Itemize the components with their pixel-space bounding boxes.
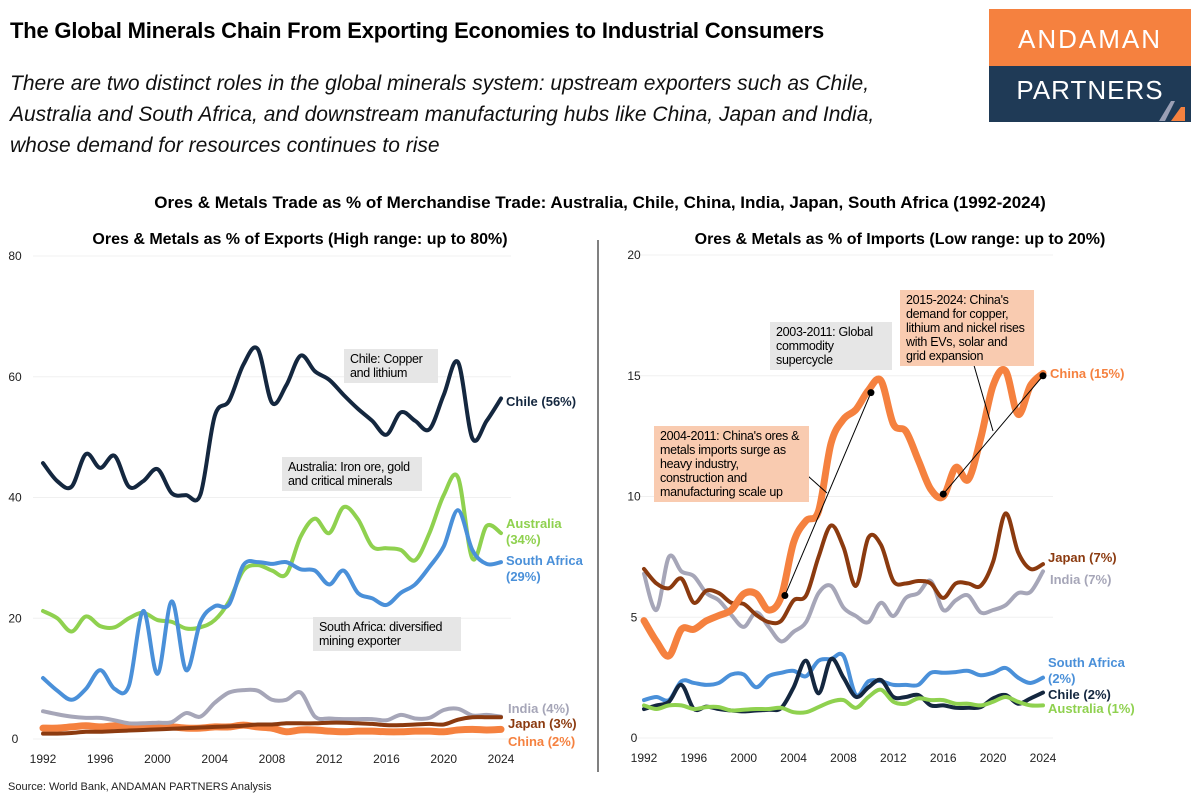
series-label-japan: Japan (7%) xyxy=(1048,550,1117,565)
x-tick-label: 2004 xyxy=(201,752,228,766)
y-tick-label: 10 xyxy=(627,490,641,504)
x-tick-label: 2000 xyxy=(730,751,757,765)
trend-line xyxy=(784,392,872,596)
series-label-chile: Chile (56%) xyxy=(506,394,576,409)
x-tick-label: 2024 xyxy=(488,752,515,766)
y-tick-label: 20 xyxy=(8,611,22,625)
x-tick-label: 2004 xyxy=(780,751,807,765)
series-label-south-africa: (29%) xyxy=(506,569,541,584)
y-tick-label: 20 xyxy=(627,248,641,262)
annotation-china-surge: 2004-2011: China's ores & metals imports… xyxy=(654,426,809,502)
sail-icon xyxy=(1159,101,1185,121)
exports-chart-title: Ores & Metals as % of Exports (High rang… xyxy=(92,231,508,248)
trend-line xyxy=(942,375,1044,495)
andaman-partners-logo: ANDAMAN PARTNERS xyxy=(989,9,1191,122)
annotation-leader-line xyxy=(970,354,994,432)
series-label-australia: Australia (1%) xyxy=(1048,701,1135,716)
x-tick-label: 1996 xyxy=(87,752,114,766)
y-tick-label: 40 xyxy=(8,491,22,505)
x-tick-label: 1992 xyxy=(30,752,57,766)
trend-marker-dot xyxy=(867,389,875,397)
series-line-south-africa xyxy=(41,508,503,702)
x-tick-label: 2016 xyxy=(930,751,957,765)
series-line-australia xyxy=(642,687,1045,715)
x-tick-label: 2016 xyxy=(373,752,400,766)
x-tick-label: 2008 xyxy=(259,752,286,766)
series-label-china: China (15%) xyxy=(1050,366,1124,381)
trend-marker-dot xyxy=(1039,372,1047,380)
series-line-australia xyxy=(41,472,503,634)
series-line-south-africa xyxy=(642,651,1045,703)
series-line-japan xyxy=(642,511,1045,626)
trend-marker-dot xyxy=(939,490,947,498)
series-line-chile xyxy=(41,345,503,503)
series-label-australia: Australia xyxy=(506,516,562,531)
series-label-australia: (34%) xyxy=(506,532,541,547)
y-tick-label: 5 xyxy=(631,610,638,624)
series-label-south-africa: South Africa xyxy=(506,553,584,568)
x-tick-label: 2020 xyxy=(430,752,457,766)
annotation-chile: Chile: Copper and lithium xyxy=(344,349,438,383)
series-line-india xyxy=(41,687,503,726)
annotation-australia: Australia: Iron ore, gold and critical m… xyxy=(282,457,422,491)
page-subtitle: There are two distinct roles in the glob… xyxy=(10,72,875,157)
annotation-china-demand: 2015-2024: China's demand for copper, li… xyxy=(900,290,1034,366)
annotation-south-africa: South Africa: diversified mining exporte… xyxy=(313,617,461,651)
series-label-south-africa: South Africa xyxy=(1048,655,1126,670)
x-tick-label: 2012 xyxy=(880,751,907,765)
x-tick-label: 1996 xyxy=(681,751,708,765)
y-tick-label: 0 xyxy=(12,732,19,746)
series-line-china xyxy=(39,721,505,736)
x-tick-label: 1992 xyxy=(631,751,658,765)
x-tick-label: 2012 xyxy=(316,752,343,766)
logo-line2: PARTNERS xyxy=(989,66,1191,122)
x-tick-label: 2024 xyxy=(1030,751,1057,765)
series-label-japan: Japan (3%) xyxy=(508,716,577,731)
series-label-south-africa: (2%) xyxy=(1048,671,1075,686)
y-tick-label: 0 xyxy=(631,731,638,745)
series-label-china: China (2%) xyxy=(508,734,575,749)
series-label-india: India (4%) xyxy=(508,701,569,716)
series-line-japan xyxy=(41,715,503,736)
series-line-india xyxy=(642,553,1045,644)
logo-line1: ANDAMAN xyxy=(989,9,1191,66)
x-tick-label: 2020 xyxy=(980,751,1007,765)
annotation-supercycle: 2003-2011: Global commodity supercycle xyxy=(770,322,892,370)
y-tick-label: 80 xyxy=(8,249,22,263)
figure-title: Ores & Metals Trade as % of Merchandise … xyxy=(154,193,1046,212)
series-label-chile: Chile (2%) xyxy=(1048,687,1111,702)
imports-chart-title: Ores & Metals as % of Imports (Low range… xyxy=(694,231,1106,248)
y-tick-label: 15 xyxy=(627,369,641,383)
source-note: Source: World Bank, ANDAMAN PARTNERS Ana… xyxy=(8,781,272,793)
page-title: The Global Minerals Chain From Exporting… xyxy=(10,18,824,43)
trend-marker-dot xyxy=(781,592,789,600)
x-tick-label: 2000 xyxy=(144,752,171,766)
y-tick-label: 60 xyxy=(8,370,22,384)
series-label-india: India (7%) xyxy=(1050,572,1111,587)
x-tick-label: 2008 xyxy=(830,751,857,765)
